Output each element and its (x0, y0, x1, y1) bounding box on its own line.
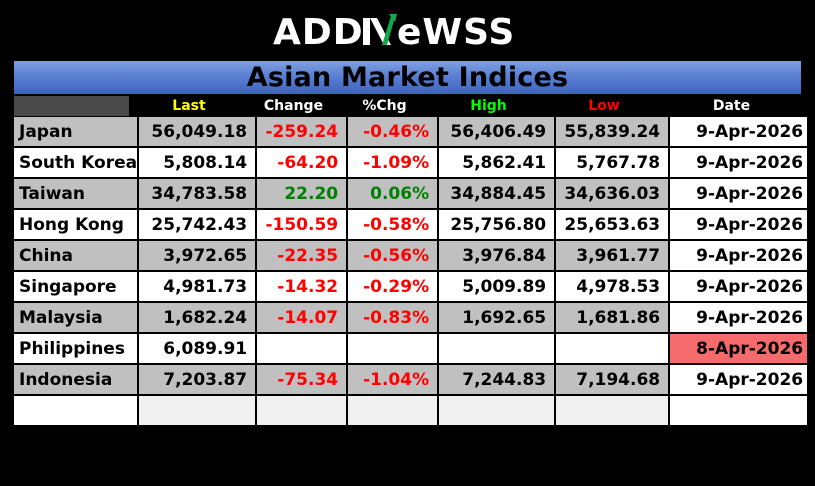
last-value: 25,742.43 (139, 210, 258, 241)
table-row: Malaysia 1,682.24 -14.07 -0.83% 1,692.65… (14, 303, 810, 334)
change-value: 22.20 (257, 179, 349, 210)
page-title: Asian Market Indices (14, 61, 801, 94)
pct-change-value: -0.58% (348, 210, 440, 241)
high-value: 56,406.49 (439, 117, 557, 148)
header-blank (14, 96, 129, 116)
high-value (439, 334, 557, 365)
high-value: 25,756.80 (439, 210, 557, 241)
pct-change-value: -0.46% (348, 117, 440, 148)
market-name: South Korea (14, 148, 140, 179)
empty-cell (257, 396, 349, 427)
empty-cell (14, 396, 140, 427)
date-value: 9-Apr-2026 (670, 117, 810, 148)
empty-cell (439, 396, 557, 427)
low-value (556, 334, 671, 365)
table-row: Taiwan 34,783.58 22.20 0.06% 34,884.45 3… (14, 179, 810, 210)
pct-change-value: -0.29% (348, 272, 440, 303)
empty-cell (556, 396, 671, 427)
table-row: Japan 56,049.18 -259.24 -0.46% 56,406.49… (14, 117, 810, 148)
header-high: High (470, 98, 507, 114)
last-value: 4,981.73 (139, 272, 258, 303)
last-value: 7,203.87 (139, 365, 258, 396)
market-name: Japan (14, 117, 140, 148)
date-value: 9-Apr-2026 (670, 303, 810, 334)
logo-text-left: ADD (273, 12, 364, 52)
high-value: 5,009.89 (439, 272, 557, 303)
pct-change-value: 0.06% (348, 179, 440, 210)
pct-change-value: -1.04% (348, 365, 440, 396)
header-pct-change: %Chg (362, 98, 407, 114)
pct-change-value: -0.56% (348, 241, 440, 272)
pct-change-value: -0.83% (348, 303, 440, 334)
low-value: 3,961.77 (556, 241, 671, 272)
high-value: 5,862.41 (439, 148, 557, 179)
market-name: China (14, 241, 140, 272)
high-value: 7,244.83 (439, 365, 557, 396)
market-indices-table: Japan 56,049.18 -259.24 -0.46% 56,406.49… (14, 117, 810, 427)
low-value: 4,978.53 (556, 272, 671, 303)
change-value: -150.59 (257, 210, 349, 241)
market-name: Hong Kong (14, 210, 140, 241)
high-value: 34,884.45 (439, 179, 557, 210)
change-value: -64.20 (257, 148, 349, 179)
date-value: 9-Apr-2026 (670, 148, 810, 179)
empty-cell (670, 396, 810, 427)
market-name: Indonesia (14, 365, 140, 396)
date-value-stale: 8-Apr-2026 (670, 334, 810, 365)
logo-mark: ADD eWSS (273, 12, 515, 52)
change-value: -14.32 (257, 272, 349, 303)
low-value: 34,636.03 (556, 179, 671, 210)
last-value: 56,049.18 (139, 117, 258, 148)
logo-text-right: eWSS (397, 12, 515, 52)
logo-n-mark (362, 14, 397, 45)
change-value: -22.35 (257, 241, 349, 272)
header-low: Low (588, 98, 620, 114)
empty-row (14, 396, 810, 427)
addnewss-logo: ADD eWSS (0, 0, 815, 60)
last-value: 6,089.91 (139, 334, 258, 365)
change-value: -14.07 (257, 303, 349, 334)
last-value: 3,972.65 (139, 241, 258, 272)
market-name: Malaysia (14, 303, 140, 334)
table-row: China 3,972.65 -22.35 -0.56% 3,976.84 3,… (14, 241, 810, 272)
date-value: 9-Apr-2026 (670, 179, 810, 210)
pct-change-value (348, 334, 440, 365)
header-change: Change (263, 98, 324, 114)
date-value: 9-Apr-2026 (670, 210, 810, 241)
empty-cell (348, 396, 440, 427)
last-value: 34,783.58 (139, 179, 258, 210)
header-last: Last (172, 98, 206, 114)
date-value: 9-Apr-2026 (670, 365, 810, 396)
last-value: 1,682.24 (139, 303, 258, 334)
date-value: 9-Apr-2026 (670, 272, 810, 303)
market-name: Taiwan (14, 179, 140, 210)
high-value: 1,692.65 (439, 303, 557, 334)
low-value: 7,194.68 (556, 365, 671, 396)
low-value: 1,681.86 (556, 303, 671, 334)
table-row: South Korea 5,808.14 -64.20 -1.09% 5,862… (14, 148, 810, 179)
table-row: Singapore 4,981.73 -14.32 -0.29% 5,009.8… (14, 272, 810, 303)
table-row: Hong Kong 25,742.43 -150.59 -0.58% 25,75… (14, 210, 810, 241)
change-value: -259.24 (257, 117, 349, 148)
low-value: 25,653.63 (556, 210, 671, 241)
table-row: Philippines 6,089.91 8-Apr-2026 (14, 334, 810, 365)
low-value: 5,767.78 (556, 148, 671, 179)
header-date: Date (712, 98, 751, 114)
table-row: Indonesia 7,203.87 -75.34 -1.04% 7,244.8… (14, 365, 810, 396)
change-value (257, 334, 349, 365)
change-value: -75.34 (257, 365, 349, 396)
high-value: 3,976.84 (439, 241, 557, 272)
empty-cell (139, 396, 258, 427)
last-value: 5,808.14 (139, 148, 258, 179)
low-value: 55,839.24 (556, 117, 671, 148)
date-value: 9-Apr-2026 (670, 241, 810, 272)
market-name: Philippines (14, 334, 140, 365)
market-name: Singapore (14, 272, 140, 303)
pct-change-value: -1.09% (348, 148, 440, 179)
